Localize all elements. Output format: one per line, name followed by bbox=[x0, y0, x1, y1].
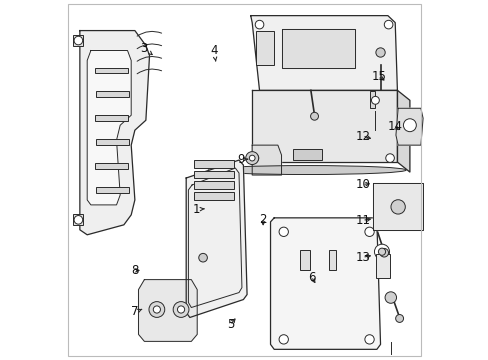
Circle shape bbox=[173, 302, 188, 318]
Polygon shape bbox=[395, 108, 422, 145]
Circle shape bbox=[245, 152, 258, 165]
Circle shape bbox=[364, 227, 373, 237]
Circle shape bbox=[198, 253, 207, 262]
Bar bbox=[299, 250, 309, 270]
Text: 2: 2 bbox=[259, 213, 266, 226]
Bar bbox=[292, 149, 321, 160]
Bar bbox=[96, 91, 129, 97]
Circle shape bbox=[378, 248, 385, 255]
Text: 14: 14 bbox=[387, 121, 402, 134]
Polygon shape bbox=[87, 50, 131, 205]
Text: 12: 12 bbox=[355, 130, 370, 143]
Polygon shape bbox=[372, 183, 422, 230]
Bar bbox=[96, 139, 129, 145]
Circle shape bbox=[310, 112, 318, 120]
Bar bbox=[375, 254, 390, 278]
Bar bbox=[193, 181, 233, 189]
Circle shape bbox=[403, 119, 415, 132]
Circle shape bbox=[364, 335, 373, 344]
Text: 8: 8 bbox=[131, 264, 139, 277]
Circle shape bbox=[74, 216, 82, 224]
Polygon shape bbox=[397, 90, 409, 172]
Bar bbox=[193, 171, 233, 179]
Circle shape bbox=[255, 20, 264, 29]
Bar bbox=[328, 250, 335, 270]
Text: 6: 6 bbox=[307, 271, 315, 284]
Circle shape bbox=[177, 306, 184, 313]
Bar bbox=[193, 192, 233, 200]
Bar bbox=[72, 215, 83, 225]
Text: 10: 10 bbox=[355, 178, 370, 191]
Circle shape bbox=[279, 227, 288, 237]
Circle shape bbox=[249, 155, 255, 161]
Circle shape bbox=[153, 306, 160, 313]
Polygon shape bbox=[270, 218, 380, 349]
Polygon shape bbox=[138, 280, 197, 341]
Bar bbox=[193, 160, 233, 168]
Circle shape bbox=[395, 315, 403, 323]
Polygon shape bbox=[252, 145, 281, 175]
Bar bbox=[96, 187, 129, 193]
Circle shape bbox=[390, 200, 405, 214]
Text: 3: 3 bbox=[140, 41, 152, 55]
Circle shape bbox=[375, 48, 385, 57]
Circle shape bbox=[385, 154, 393, 162]
Bar bbox=[94, 163, 127, 169]
Bar bbox=[94, 68, 127, 73]
Circle shape bbox=[149, 302, 164, 318]
Circle shape bbox=[384, 20, 392, 29]
Polygon shape bbox=[80, 31, 149, 235]
Circle shape bbox=[384, 292, 396, 303]
Circle shape bbox=[74, 36, 82, 45]
Text: 1: 1 bbox=[192, 203, 203, 216]
Text: 11: 11 bbox=[355, 214, 370, 227]
Polygon shape bbox=[281, 28, 354, 68]
Circle shape bbox=[249, 154, 258, 162]
Circle shape bbox=[371, 96, 379, 104]
Polygon shape bbox=[252, 90, 397, 162]
Text: 5: 5 bbox=[227, 318, 235, 331]
Circle shape bbox=[279, 335, 288, 344]
Bar bbox=[369, 91, 374, 108]
Polygon shape bbox=[186, 160, 246, 318]
Bar bbox=[255, 31, 274, 66]
Bar bbox=[94, 115, 127, 121]
Ellipse shape bbox=[208, 166, 406, 175]
Polygon shape bbox=[250, 15, 397, 90]
Circle shape bbox=[379, 248, 387, 257]
Text: 13: 13 bbox=[355, 251, 370, 264]
Bar bbox=[72, 35, 83, 46]
Text: 15: 15 bbox=[371, 70, 386, 83]
Text: 9: 9 bbox=[237, 153, 247, 166]
Text: 7: 7 bbox=[131, 306, 142, 319]
Circle shape bbox=[374, 244, 389, 259]
Text: 4: 4 bbox=[210, 44, 217, 61]
